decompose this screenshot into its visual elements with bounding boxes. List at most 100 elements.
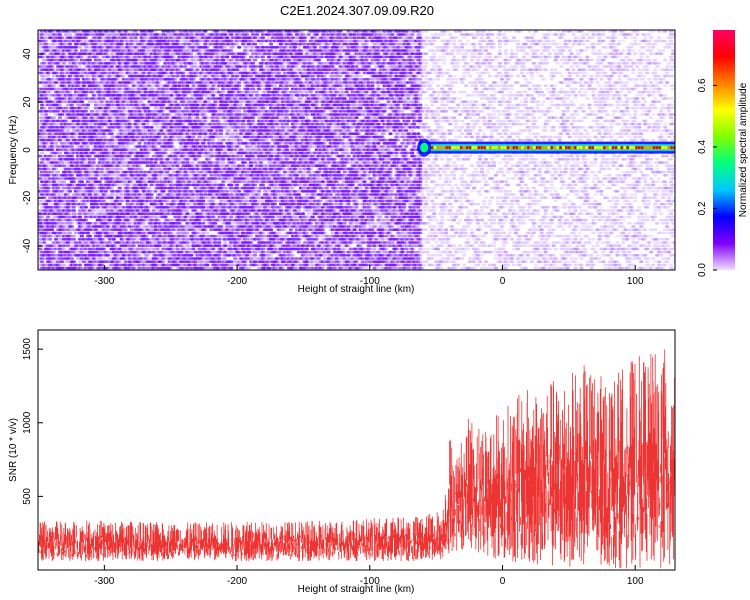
spectrogram-cell [93,199,98,203]
spectrogram-cell [155,106,160,110]
spectrogram-cell [145,52,150,55]
spectrogram-cell [135,241,140,244]
spectrogram-cell [40,103,45,107]
spectrogram-cell [173,33,178,36]
spectrogram-cell [71,260,76,263]
spectrogram-cell [163,234,168,238]
spectrogram-cell [135,209,140,212]
spectrogram-cell [75,78,80,81]
spectrogram-cell [57,231,63,235]
spectrogram-cell [185,174,190,177]
spectrogram-cell [171,55,176,59]
spectrogram-cell [105,225,110,228]
spectrogram-cell [69,154,74,158]
spectrogram-cell [103,206,108,209]
spectrogram-cell [191,167,196,171]
spectrogram-cell [83,250,88,254]
spectrogram-cell [49,46,55,49]
spectrogram-cell [101,116,106,119]
spectrogram-cell [44,94,49,97]
spectrogram-cell [141,71,146,75]
spectrogram-cell [155,126,160,129]
spectrogram-cell [173,84,178,87]
spectrogram-cell [131,142,136,145]
spectrogram-cell [51,135,57,139]
spectrogram-cell [57,103,63,107]
spectrogram-cell [101,145,106,148]
spectrogram-cell [81,199,86,203]
spectrogram-cell [53,58,59,62]
spectrogram-cell [159,177,164,180]
spectrogram-cell [75,71,80,75]
spectrogram-cell [59,129,65,132]
spectrogram-cell [125,62,130,65]
spectrogram-cell [38,199,43,203]
spectrogram-cell [151,250,156,254]
spectrogram-cell [42,106,47,110]
spectrogram-cell [48,132,53,135]
spectrogram-cell [65,241,71,244]
spectrogram-cell [189,218,194,222]
spectrogram-cell [46,71,51,75]
spectrogram-cell [99,177,104,180]
spectrogram-cell [197,49,202,52]
spectrogram-cell [51,33,57,36]
spectrogram-cell [99,263,104,267]
spectrogram-cell [55,145,61,148]
spectrogram-cell [197,244,202,247]
spectrogram-cell [89,33,94,36]
spectrogram-cell [171,247,176,251]
spectrogram-cell [141,190,146,193]
spectrogram-cell [44,209,49,212]
spectrogram-cell [145,106,150,110]
spectrogram-cell [159,148,164,151]
spectrogram-cell [173,78,178,81]
spectrogram-cell [81,68,86,71]
spectrogram-cell [189,266,194,270]
spectrogram-cell [127,164,132,167]
spectrogram-cell [85,74,90,78]
spectrogram-cell [93,106,98,110]
spectrogram-cell [42,74,47,78]
spectrogram-cell [93,183,98,187]
spectrogram-cell [65,148,71,151]
spectrogram-cell [125,199,130,203]
spectrogram-cell [151,87,156,91]
spectrogram-cell [131,266,136,270]
spectrogram-cell [193,228,198,231]
spectrogram-cell [40,218,45,222]
spectrogram-cell [57,244,63,247]
spectrogram-cell [121,103,126,107]
spectrogram-cell [99,36,104,39]
spectrogram-cell [181,244,186,247]
spectrogram-cell [199,39,204,43]
spectrogram-cell [127,222,132,225]
spectrogram-cell [177,263,182,267]
spectrogram-cell [111,129,116,132]
spectrogram-cell [55,170,61,174]
spectrogram-cell [69,36,74,39]
spectrogram-cell [67,167,73,171]
spectrogram-cell [61,199,67,203]
spectrogram-cell [147,241,152,244]
spectrogram-cell [113,244,118,247]
spectrogram-cell [101,97,106,100]
spectrogram-cell [117,241,122,244]
spectrogram-cell [87,100,92,103]
spectrogram-cell [93,177,98,180]
spectrogram-cell [161,74,166,78]
spectrogram-cell [53,231,59,235]
spectrogram-cell [153,174,158,177]
spectrogram-cell [147,116,152,119]
spectrogram-cell [183,218,188,222]
spectrogram-cell [183,94,188,97]
spectrogram-cell [75,250,80,254]
spectrogram-cell [71,158,76,161]
spectrogram-cell [139,228,144,231]
spectrogram-cell [191,199,196,203]
spectrogram-cell [189,254,194,257]
spectrogram-cell [185,126,190,129]
spectrogram-cell [187,129,192,132]
spectrogram-cell [161,190,166,193]
spectrogram-cell [117,106,122,110]
